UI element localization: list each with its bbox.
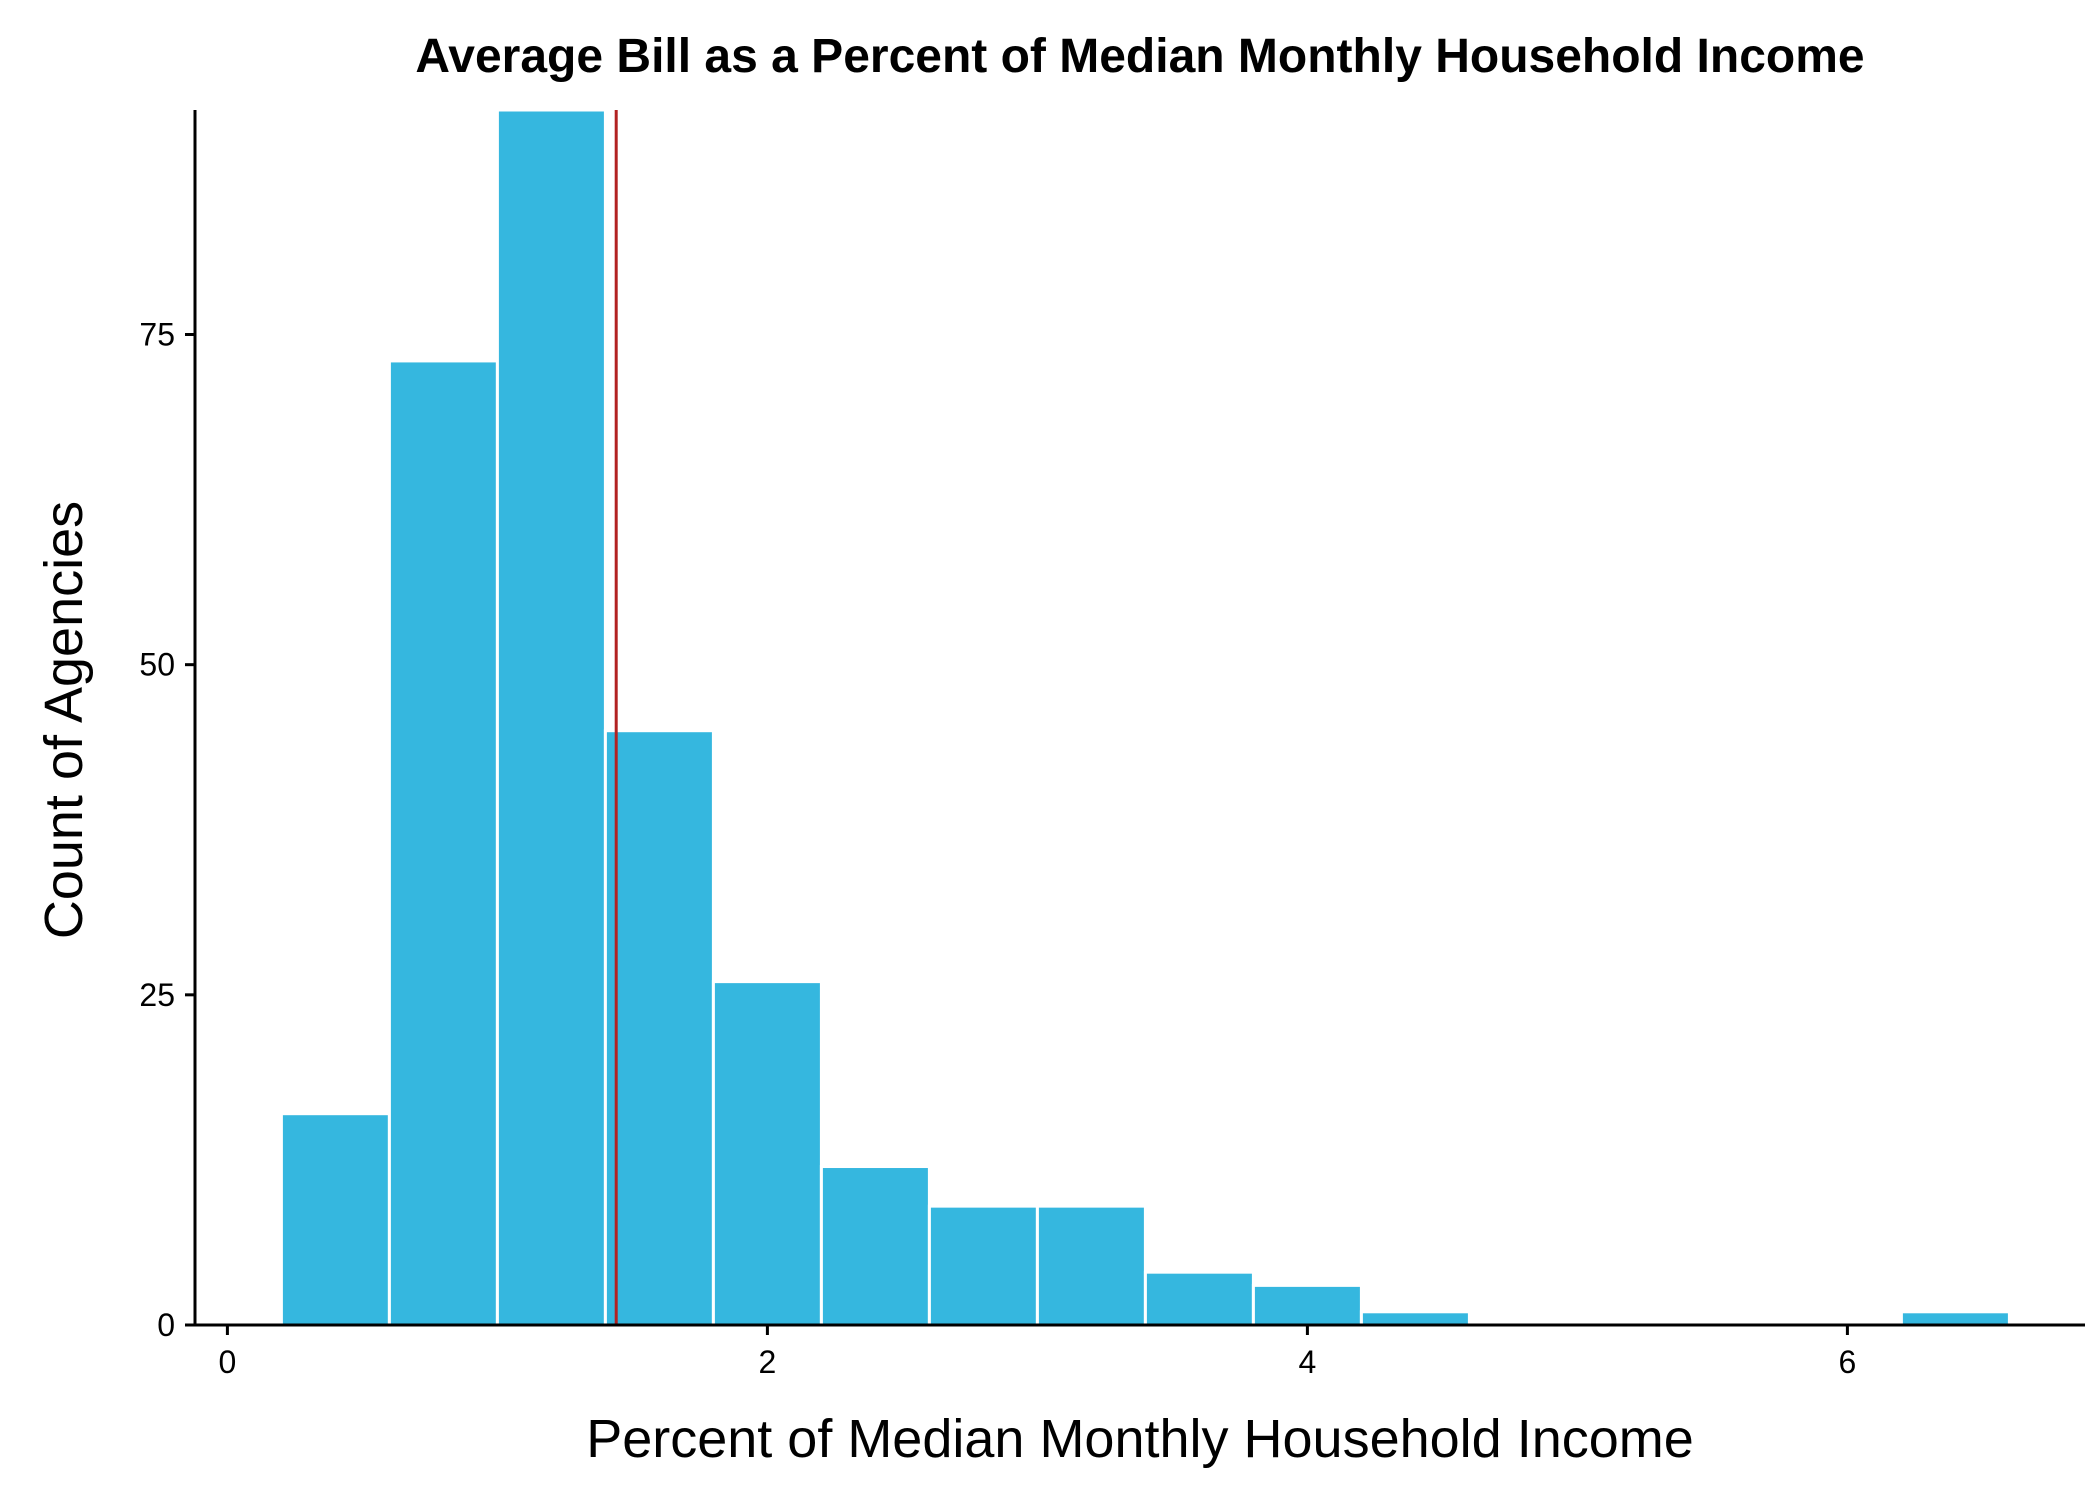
- histogram-bar-11: [1899, 1310, 2011, 1327]
- x-tick-label: 2: [759, 1344, 777, 1380]
- x-tick-label: 4: [1299, 1344, 1317, 1380]
- histogram-bar-10: [1359, 1310, 1471, 1327]
- chart-title: Average Bill as a Percent of Median Mont…: [415, 30, 1864, 83]
- y-tick-label: 75: [139, 317, 175, 353]
- histogram-bar-1: [387, 359, 499, 1327]
- histogram-bar-8: [1143, 1270, 1255, 1327]
- histogram-bar-5: [819, 1165, 931, 1327]
- x-axis-label: Percent of Median Monthly Household Inco…: [586, 1409, 1694, 1469]
- y-tick-label: 25: [139, 977, 175, 1013]
- histogram-bar-4: [711, 980, 823, 1327]
- x-tick-label: 6: [1839, 1344, 1857, 1380]
- y-tick-label: 50: [139, 647, 175, 683]
- y-tick-label: 0: [157, 1307, 175, 1343]
- y-axis-label: Count of Agencies: [34, 501, 94, 939]
- histogram-bar-2: [495, 108, 607, 1327]
- histogram-bar-9: [1251, 1283, 1363, 1327]
- histogram-bar-7: [1035, 1204, 1147, 1327]
- x-tick-label: 0: [219, 1344, 237, 1380]
- histogram-bar-6: [927, 1204, 1039, 1327]
- bars-layer: [279, 108, 2011, 1327]
- histogram-bar-0: [279, 1112, 391, 1327]
- axes-layer: 0 2 4 6 0 25 50 75: [139, 110, 2085, 1380]
- histogram-bar-3: [603, 729, 715, 1327]
